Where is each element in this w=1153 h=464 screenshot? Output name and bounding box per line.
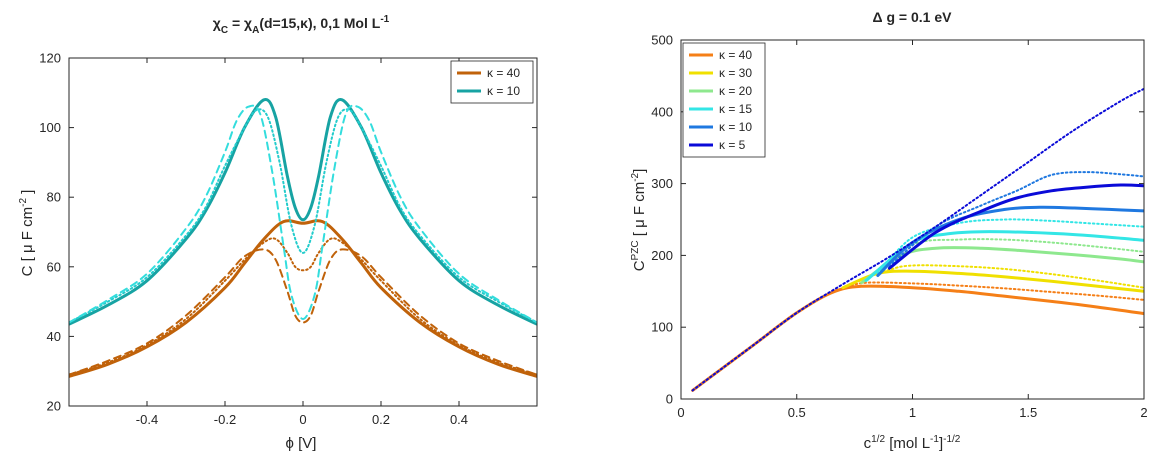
legend-label: κ = 10 [487, 84, 520, 98]
right-ylabel-rest: [ μ F cm [631, 182, 648, 241]
series-line-dotted [853, 264, 1144, 289]
x-tick-label: 0.2 [372, 412, 390, 427]
x-tick-label: 0 [677, 405, 684, 420]
x-tick-label: -0.2 [214, 412, 236, 427]
legend-label: κ = 20 [719, 84, 752, 98]
x-tick-label: -0.4 [136, 412, 158, 427]
right-ylabel-end: ] [631, 169, 648, 173]
legend-label: κ = 30 [719, 66, 752, 80]
right-xlabel-main: c [864, 435, 872, 452]
left-title-chi-c: χ [213, 15, 221, 31]
y-tick-label: 500 [651, 33, 673, 48]
y-tick-label: 300 [651, 176, 673, 191]
legend-label: κ = 10 [719, 120, 752, 134]
series-line-solid [887, 183, 1144, 270]
right-x-axis-label: c1/2 [mol L-1]-1/2 [864, 434, 961, 452]
left-axes-frame [68, 57, 538, 407]
right-xlabel-sup3: -1/2 [943, 434, 961, 445]
legend-label: κ = 5 [719, 138, 746, 152]
right-ylabel-sup: PZC [630, 240, 641, 260]
x-tick-label: 1.5 [1019, 405, 1037, 420]
series-line-dotted [876, 218, 1144, 275]
series-line-dotted [69, 237, 537, 376]
right-ylabel-sup2: -2 [630, 172, 641, 181]
right-chart: Δ g = 0.1 eV 0 0.5 1 1.5 2 0 100 200 300 400 500 c… [630, 9, 1148, 452]
legend-box [450, 60, 534, 104]
right-axes-frame [680, 39, 1145, 400]
series-line-dotted [69, 108, 537, 324]
right-chart-title: Δ g = 0.1 eV [873, 9, 953, 25]
left-legend: κ = 40 κ = 10 [450, 60, 534, 104]
left-series-lines [69, 98, 537, 378]
y-tick-label: 100 [651, 320, 673, 335]
right-legend: κ = 40 κ = 30 κ = 20 κ = 15 κ = 10 κ = 5 [682, 42, 766, 158]
series-line-dotted [842, 281, 1144, 301]
left-y-axis-label: C [ μ F cm-2 ] [18, 190, 36, 277]
legend-label: κ = 40 [487, 66, 520, 80]
left-title-sub-a: A [252, 25, 259, 36]
x-tick-label: 0.5 [788, 405, 806, 420]
x-tick-label: 0 [299, 412, 306, 427]
legend-label: κ = 40 [719, 48, 752, 62]
y-tick-label: 120 [39, 51, 61, 66]
left-ylabel-end: ] [19, 190, 36, 198]
series-line-dotted [691, 87, 1144, 392]
left-chart: χC = χA(d=15,κ), 0,1 Mol L-1 -0.4 -0.2 0 0.… [18, 14, 538, 452]
right-y-axis-label: CPZC [ μ F cm-2] [630, 169, 648, 272]
y-tick-label: 100 [39, 120, 61, 135]
series-line-dashed [69, 104, 537, 324]
series-line-dotted [888, 171, 1144, 268]
left-title-eq: = χ [228, 15, 252, 31]
y-tick-label: 400 [651, 104, 673, 119]
right-xlabel-end: ] [939, 435, 943, 452]
x-tick-label: 0.4 [450, 412, 468, 427]
x-tick-label: 1 [909, 405, 916, 420]
series-line-solid [69, 219, 537, 378]
right-tick-labels: 0 0.5 1 1.5 2 0 100 200 300 400 500 [651, 33, 1147, 421]
x-tick-label: 2 [1140, 405, 1147, 420]
left-x-axis-label: ϕ [V] [286, 435, 317, 452]
right-ylabel-main: C [631, 260, 648, 271]
y-tick-label: 20 [47, 399, 61, 414]
y-tick-label: 40 [47, 329, 61, 344]
left-title-sub-c: C [221, 25, 228, 36]
legend-box [682, 42, 766, 158]
right-xlabel-sup: 1/2 [871, 434, 885, 445]
series-line-dashed [69, 248, 537, 376]
y-tick-label: 0 [666, 392, 673, 407]
left-title-rest: (d=15,κ), 0,1 Mol L [259, 15, 380, 31]
left-ylabel-main: C [ μ F cm [19, 207, 36, 276]
series-line-solid [691, 284, 1144, 392]
y-tick-label: 80 [47, 190, 61, 205]
left-chart-title: χC = χA(d=15,κ), 0,1 Mol L-1 [213, 14, 390, 36]
right-series-lines [691, 87, 1144, 392]
right-xlabel-mid: [mol L [885, 435, 930, 452]
y-tick-label: 60 [47, 259, 61, 274]
left-title-sup: -1 [380, 14, 389, 25]
right-xlabel-sup2: -1 [930, 434, 939, 445]
series-line-solid [69, 98, 537, 326]
legend-label: κ = 15 [719, 102, 752, 116]
left-tick-labels: -0.4 -0.2 0 0.2 0.4 20 40 60 80 100 120 [39, 51, 537, 427]
left-ylabel-sup: -2 [18, 198, 29, 207]
y-tick-label: 200 [651, 248, 673, 263]
